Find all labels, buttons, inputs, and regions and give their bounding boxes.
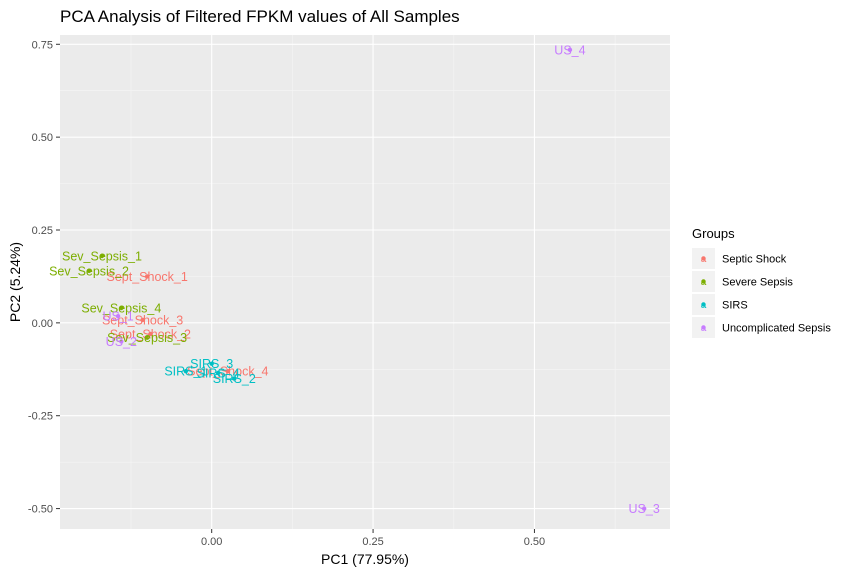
legend-glyph: a bbox=[701, 300, 707, 311]
data-point bbox=[148, 331, 153, 337]
data-point bbox=[225, 368, 231, 374]
point-label: Sev_Sepsis_4 bbox=[81, 302, 161, 316]
data-points bbox=[86, 47, 647, 511]
data-point bbox=[144, 335, 150, 340]
point-label: Sept_Shock_2 bbox=[110, 328, 191, 342]
legend: Groups a Septic Shock a Severe Sepsis a SIRS a… bbox=[692, 226, 831, 338]
point-label: SIRS_4 bbox=[197, 367, 240, 381]
data-point bbox=[119, 339, 124, 344]
legend-marker bbox=[701, 302, 706, 307]
data-point bbox=[567, 47, 573, 53]
point-label: Sept_Shock_1 bbox=[106, 270, 187, 284]
legend-label: Severe Sepsis bbox=[722, 277, 793, 289]
legend-title: Groups bbox=[692, 226, 735, 241]
point-label: Sev_Sepsis_1 bbox=[62, 250, 142, 264]
y-axis-title: PC2 (5.24%) bbox=[7, 242, 23, 322]
point-label: Sev_Sepsis_2 bbox=[49, 264, 129, 278]
data-point bbox=[209, 361, 214, 366]
legend-label: SIRS bbox=[722, 300, 748, 312]
point-label: US_1 bbox=[102, 310, 133, 324]
legend-label: Septic Shock bbox=[722, 254, 787, 266]
y-tick-label: 0.75 bbox=[32, 39, 53, 51]
chart-title: PCA Analysis of Filtered FPKM values of … bbox=[60, 7, 460, 26]
x-axis-title: PC1 (77.95%) bbox=[321, 551, 409, 567]
x-tick-label: 0.50 bbox=[524, 536, 545, 548]
legend-marker bbox=[701, 256, 706, 261]
x-tick-label: 0.25 bbox=[362, 536, 383, 548]
point-label: Sept_Shock_4 bbox=[187, 365, 268, 379]
legend-label: Uncomplicated Sepsis bbox=[722, 323, 831, 335]
y-tick-label: 0.00 bbox=[32, 318, 53, 330]
point-label: US_3 bbox=[629, 502, 660, 516]
y-tick-label: -0.25 bbox=[28, 411, 53, 423]
point-label: Sev_Sepsis_3 bbox=[107, 331, 187, 345]
data-point bbox=[183, 368, 189, 374]
axis-ticks: 0.00 0.25 0.50 -0.50 -0.25 0.00 0.25 0.50 0.75 bbox=[28, 39, 545, 548]
point-label: US_2 bbox=[106, 335, 137, 349]
data-point bbox=[86, 268, 92, 274]
y-tick-label: 0.50 bbox=[32, 132, 53, 144]
plot-panel bbox=[60, 35, 670, 529]
data-point bbox=[99, 253, 105, 259]
y-tick-label: -0.50 bbox=[28, 504, 53, 516]
legend-marker bbox=[701, 325, 706, 330]
data-point bbox=[140, 317, 145, 323]
data-point bbox=[215, 370, 221, 376]
data-point bbox=[115, 313, 121, 319]
x-tick-label: 0.00 bbox=[201, 536, 222, 548]
legend-glyph: a bbox=[701, 323, 707, 334]
data-point bbox=[144, 274, 150, 279]
legend-glyph: a bbox=[701, 277, 707, 288]
point-label: SIRS_3 bbox=[190, 357, 233, 371]
point-label: SIRS_2 bbox=[213, 372, 256, 386]
y-tick-label: 0.25 bbox=[32, 225, 53, 237]
data-point bbox=[119, 305, 124, 311]
point-label: SIRS_1 bbox=[164, 365, 207, 379]
gridlines bbox=[60, 35, 670, 529]
legend-glyph: a bbox=[701, 254, 707, 265]
data-point bbox=[641, 506, 647, 511]
data-point bbox=[232, 376, 237, 381]
point-label: US_4 bbox=[554, 43, 585, 57]
legend-marker bbox=[701, 279, 706, 284]
point-label: Sept_Shock_3 bbox=[102, 313, 183, 327]
